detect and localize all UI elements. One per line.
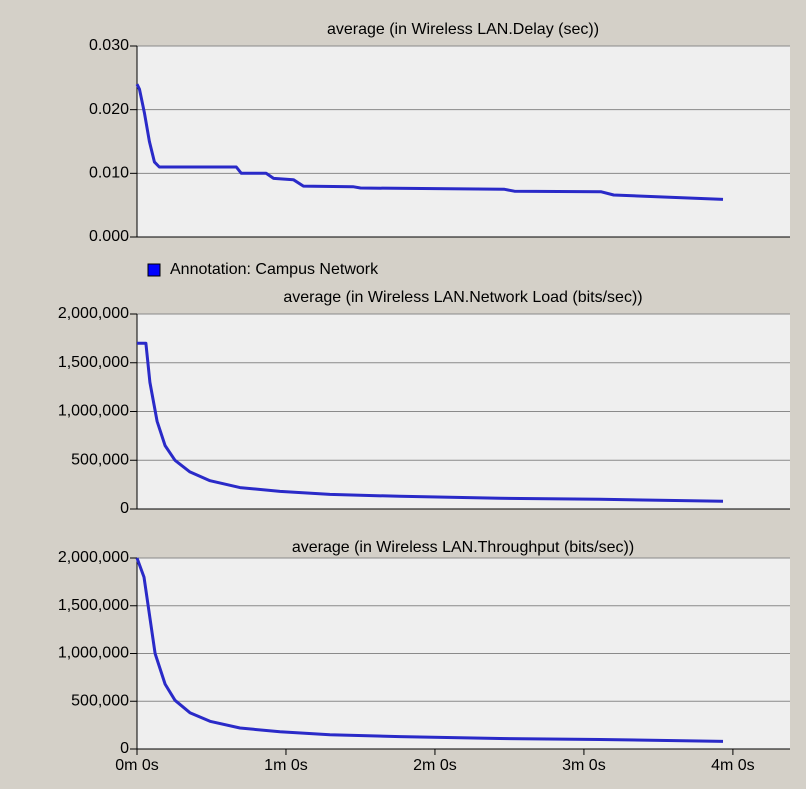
y-tick-label: 0: [120, 740, 129, 757]
data-line: [135, 557, 724, 743]
x-tick-label: 1m 0s: [264, 757, 308, 774]
legend-swatch: [147, 263, 161, 277]
x-tick-label: 3m 0s: [562, 757, 606, 774]
y-tick-label: 1,500,000: [58, 597, 129, 614]
x-tick-label: 0m 0s: [115, 757, 159, 774]
data-line: [137, 341, 724, 503]
y-tick-label: 0.030: [89, 37, 129, 54]
plot-area: [137, 46, 790, 237]
legend-label: Annotation: Campus Network: [170, 261, 379, 278]
chart-title: average (in Wireless LAN.Network Load (b…: [283, 289, 642, 306]
y-tick-label: 1,000,000: [58, 645, 129, 662]
y-tick-label: 0.020: [89, 101, 129, 118]
y-tick-label: 1,500,000: [58, 354, 129, 371]
y-tick-label: 0: [120, 500, 129, 517]
data-line: [135, 83, 724, 201]
y-tick-label: 0.010: [89, 165, 129, 182]
chart-title: average (in Wireless LAN.Throughput (bit…: [292, 539, 634, 556]
y-tick-label: 500,000: [71, 451, 129, 468]
y-tick-label: 500,000: [71, 692, 129, 709]
y-tick-label: 1,000,000: [58, 403, 129, 420]
x-tick-label: 4m 0s: [711, 757, 755, 774]
x-tick-label: 2m 0s: [413, 757, 457, 774]
y-tick-label: 2,000,000: [58, 305, 129, 322]
y-tick-label: 0.000: [89, 228, 129, 245]
y-tick-label: 2,000,000: [58, 549, 129, 566]
chart-title: average (in Wireless LAN.Delay (sec)): [327, 21, 599, 38]
